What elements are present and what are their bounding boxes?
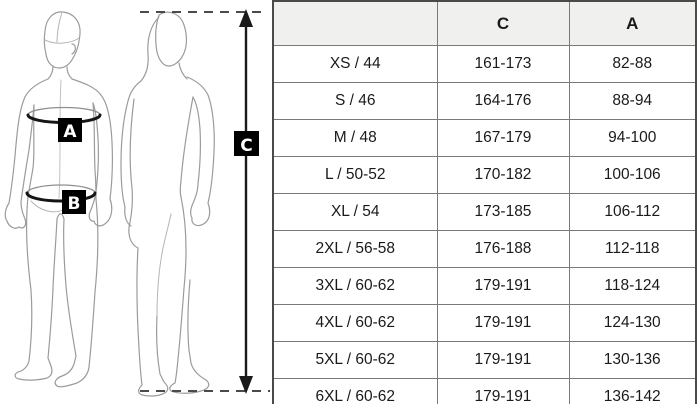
a-cell: 106-112 (568, 193, 697, 231)
header-c: C (436, 0, 570, 46)
table-row: 4XL / 60-62 179-191 124-130 (272, 304, 697, 342)
c-cell: 167-179 (436, 119, 570, 157)
c-cell: 176-188 (436, 230, 570, 268)
marker-c-label: C (240, 136, 252, 156)
a-cell: 82-88 (568, 45, 697, 83)
arrow-down-icon (239, 376, 253, 394)
marker-b-label: B (68, 194, 81, 214)
marker-a-label: A (63, 122, 77, 142)
size-cell: M / 48 (272, 119, 438, 157)
header-a: A (568, 0, 697, 46)
table-row: S / 46 164-176 88-94 (272, 82, 697, 120)
a-cell: 130-136 (568, 341, 697, 379)
a-cell: 100-106 (568, 156, 697, 194)
a-cell: 112-118 (568, 230, 697, 268)
body-measurement-diagram: A B C (0, 0, 272, 404)
a-cell: 94-100 (568, 119, 697, 157)
size-cell: XL / 54 (272, 193, 438, 231)
marker-a: A (58, 118, 82, 142)
hip-band (25, 184, 97, 203)
marker-b: B (62, 190, 86, 214)
marker-c: C (234, 131, 259, 156)
header-size (272, 0, 438, 46)
c-cell: 173-185 (436, 193, 570, 231)
table-row: XS / 44 161-173 82-88 (272, 45, 697, 83)
arrow-up-icon (239, 9, 253, 27)
table-row: 2XL / 56-58 176-188 112-118 (272, 230, 697, 268)
a-cell: 88-94 (568, 82, 697, 120)
c-cell: 179-191 (436, 304, 570, 342)
size-cell: 5XL / 60-62 (272, 341, 438, 379)
size-cell: 6XL / 60-62 (272, 378, 438, 404)
a-cell: 118-124 (568, 267, 697, 305)
a-cell: 136-142 (568, 378, 697, 404)
c-cell: 179-191 (436, 267, 570, 305)
header-row: C A (272, 0, 697, 46)
size-cell: S / 46 (272, 82, 438, 120)
table-row: M / 48 167-179 94-100 (272, 119, 697, 157)
a-cell: 124-130 (568, 304, 697, 342)
front-figure (4, 11, 113, 388)
table-row: 3XL / 60-62 179-191 118-124 (272, 267, 697, 305)
size-cell: 2XL / 56-58 (272, 230, 438, 268)
c-cell: 161-173 (436, 45, 570, 83)
size-cell: 3XL / 60-62 (272, 267, 438, 305)
height-arrow (140, 9, 270, 394)
c-cell: 179-191 (436, 378, 570, 404)
table-row: 6XL / 60-62 179-191 136-142 (272, 378, 697, 404)
size-cell: L / 50-52 (272, 156, 438, 194)
size-cell: 4XL / 60-62 (272, 304, 438, 342)
size-cell: XS / 44 (272, 45, 438, 83)
table-row: L / 50-52 170-182 100-106 (272, 156, 697, 194)
c-cell: 179-191 (436, 341, 570, 379)
c-cell: 164-176 (436, 82, 570, 120)
table-row: XL / 54 173-185 106-112 (272, 193, 697, 231)
c-cell: 170-182 (436, 156, 570, 194)
size-table-container: C A XS / 44 161-173 82-88 S / 46 164-176… (272, 0, 697, 404)
size-table: C A XS / 44 161-173 82-88 S / 46 164-176… (272, 0, 697, 404)
side-figure (120, 11, 215, 397)
table-row: 5XL / 60-62 179-191 130-136 (272, 341, 697, 379)
